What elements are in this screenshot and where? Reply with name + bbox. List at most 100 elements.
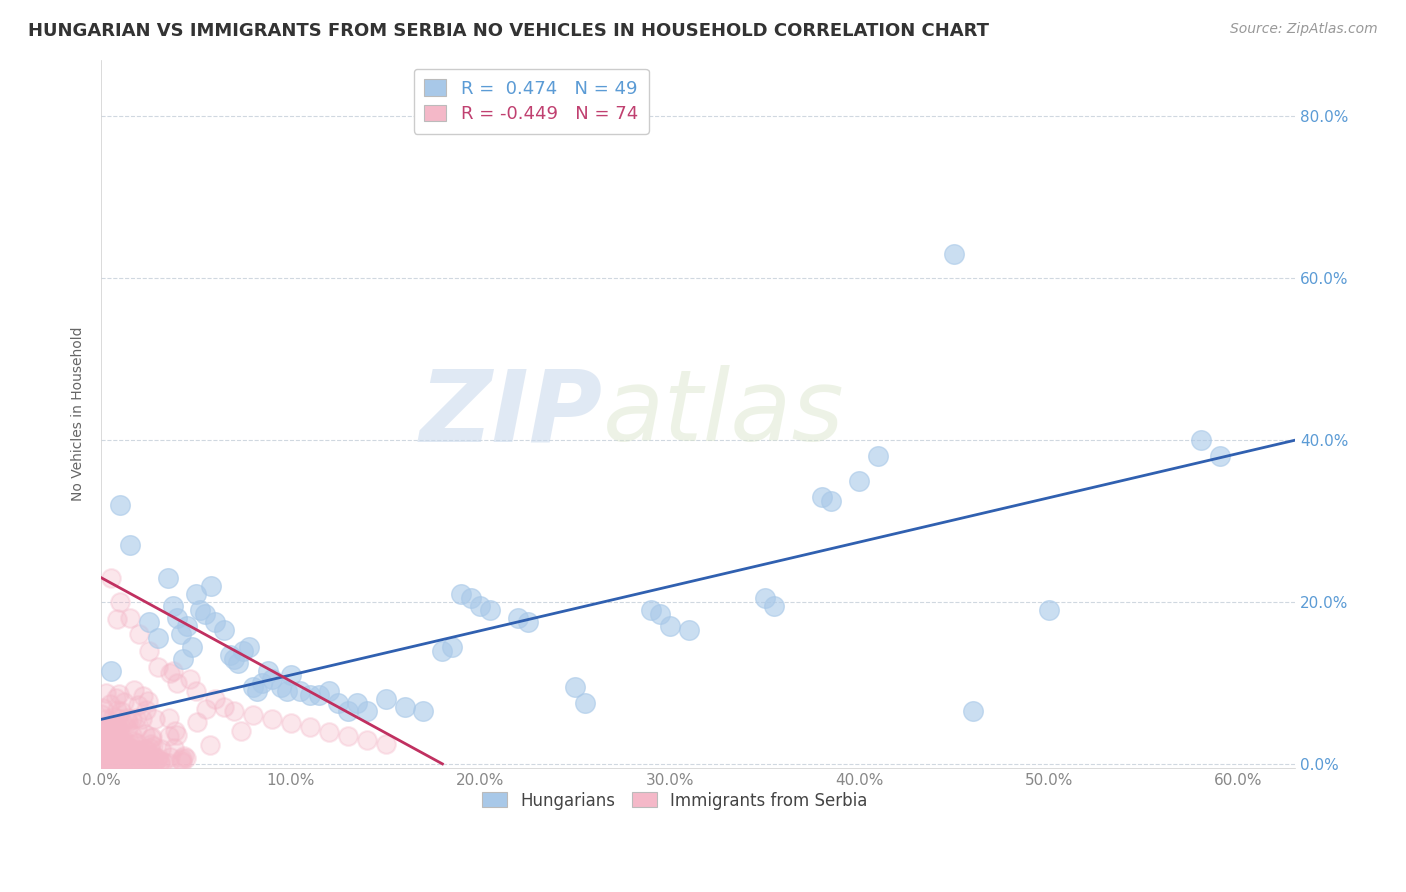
Point: [117, 751, 139, 765]
Point: [103, 720, 125, 734]
Point: [440, 640, 463, 654]
Point: [165, 723, 187, 738]
Legend: Hungarians, Immigrants from Serbia: Hungarians, Immigrants from Serbia: [475, 785, 875, 816]
Point: [105, 749, 128, 764]
Point: [238, 640, 260, 654]
Point: [170, 751, 193, 765]
Y-axis label: No Vehicles in Household: No Vehicles in Household: [72, 326, 86, 501]
Point: [97, 737, 120, 751]
Point: [94, 721, 117, 735]
Point: [118, 740, 141, 755]
Point: [138, 615, 160, 630]
Point: [159, 756, 181, 770]
Point: [104, 720, 127, 734]
Point: [298, 721, 321, 735]
Point: [107, 729, 129, 743]
Point: [564, 680, 586, 694]
Point: [170, 627, 193, 641]
Point: [763, 599, 786, 613]
Point: [412, 704, 434, 718]
Point: [204, 692, 226, 706]
Point: [252, 676, 274, 690]
Point: [100, 751, 122, 765]
Point: [117, 749, 139, 764]
Point: [97, 751, 120, 765]
Point: [121, 712, 143, 726]
Point: [118, 611, 141, 625]
Point: [122, 744, 145, 758]
Point: [98, 743, 121, 757]
Point: [260, 672, 283, 686]
Point: [103, 731, 125, 746]
Point: [96, 725, 118, 739]
Point: [516, 615, 538, 630]
Point: [374, 737, 396, 751]
Point: [101, 755, 124, 769]
Point: [108, 747, 131, 761]
Point: [135, 752, 157, 766]
Point: [242, 680, 264, 694]
Point: [101, 710, 124, 724]
Point: [125, 711, 148, 725]
Point: [121, 728, 143, 742]
Point: [276, 684, 298, 698]
Point: [96, 753, 118, 767]
Point: [96, 743, 118, 757]
Point: [100, 730, 122, 744]
Point: [104, 751, 127, 765]
Point: [94, 752, 117, 766]
Point: [260, 712, 283, 726]
Point: [141, 730, 163, 744]
Point: [93, 743, 115, 757]
Point: [105, 711, 128, 725]
Point: [149, 754, 172, 768]
Point: [159, 750, 181, 764]
Point: [101, 742, 124, 756]
Point: [111, 747, 134, 762]
Text: atlas: atlas: [603, 365, 845, 462]
Point: [96, 734, 118, 748]
Point: [117, 715, 139, 730]
Point: [103, 725, 125, 739]
Point: [163, 741, 186, 756]
Point: [111, 755, 134, 769]
Point: [94, 750, 117, 764]
Text: Source: ZipAtlas.com: Source: ZipAtlas.com: [1230, 22, 1378, 37]
Point: [111, 756, 134, 771]
Point: [110, 754, 132, 768]
Point: [298, 688, 321, 702]
Point: [214, 624, 236, 638]
Point: [1038, 603, 1060, 617]
Point: [114, 735, 136, 749]
Point: [128, 745, 150, 759]
Point: [108, 753, 131, 767]
Point: [120, 745, 142, 759]
Point: [90, 753, 112, 767]
Point: [157, 729, 180, 743]
Point: [460, 591, 482, 605]
Point: [91, 721, 114, 735]
Point: [104, 746, 127, 760]
Point: [470, 599, 492, 613]
Point: [141, 737, 163, 751]
Point: [149, 742, 172, 756]
Point: [754, 591, 776, 605]
Point: [432, 643, 454, 657]
Point: [108, 498, 131, 512]
Point: [107, 741, 129, 756]
Point: [176, 751, 198, 765]
Point: [121, 733, 143, 747]
Point: [135, 703, 157, 717]
Point: [114, 737, 136, 751]
Point: [257, 664, 280, 678]
Point: [132, 689, 155, 703]
Text: ZIP: ZIP: [420, 365, 603, 462]
Point: [107, 755, 129, 769]
Point: [173, 748, 195, 763]
Point: [138, 756, 160, 771]
Point: [650, 607, 672, 621]
Point: [91, 750, 114, 764]
Point: [115, 721, 138, 735]
Point: [94, 730, 117, 744]
Point: [678, 624, 700, 638]
